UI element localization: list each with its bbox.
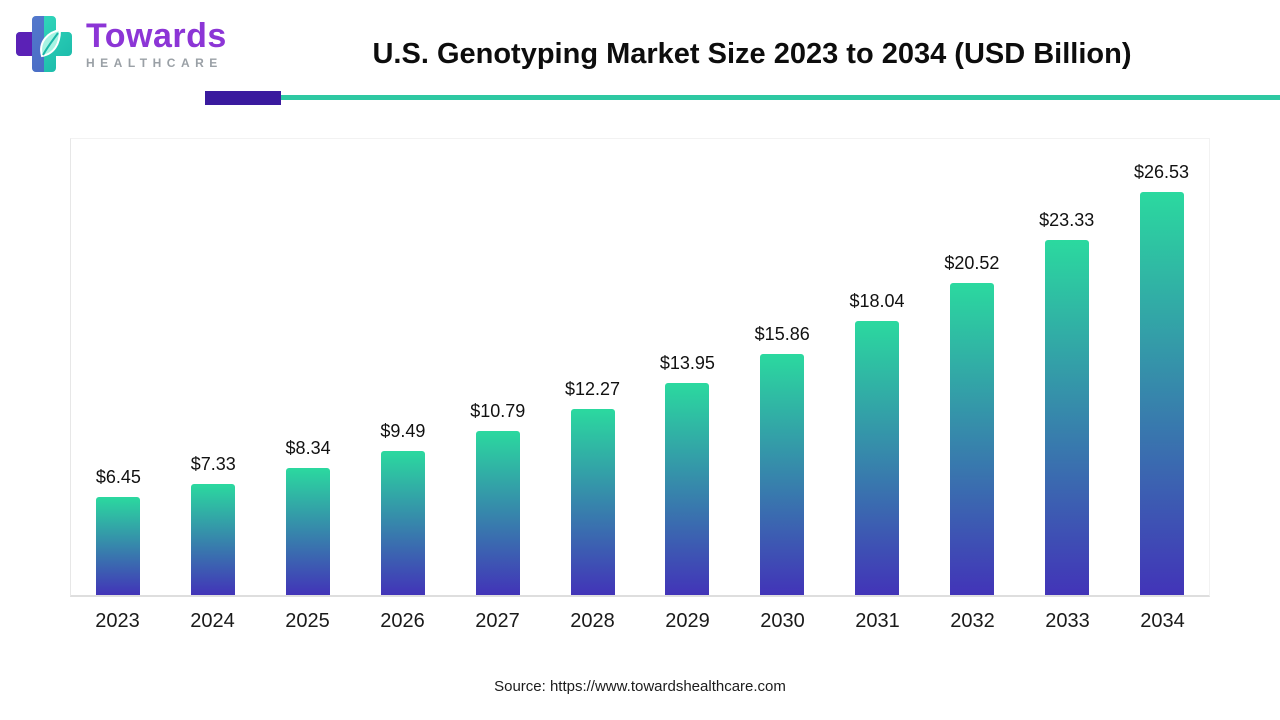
bar	[475, 430, 520, 595]
bar	[286, 468, 331, 595]
x-tick-label: 2026	[380, 610, 425, 632]
x-tick-label: 2029	[665, 610, 710, 632]
x-tick-label: 2023	[95, 610, 140, 632]
x-tick-label: 2025	[285, 610, 330, 632]
bar-column: $10.79	[450, 139, 545, 595]
bar-column: $23.33	[1019, 139, 1114, 595]
bar-columns: $6.45 $7.33 $8.34 $9.49 $10.79 $12.27 $13.95 $1…	[71, 139, 1209, 595]
bar-value-label: $18.04	[849, 290, 905, 311]
bar-value-label: $13.95	[659, 352, 715, 373]
bar	[665, 382, 710, 595]
divider-teal-line	[281, 95, 1280, 100]
bar-column: $18.04	[830, 139, 925, 595]
bar-value-label: $8.34	[285, 438, 331, 459]
source-text: Source: https://www.towardshealthcare.co…	[494, 678, 786, 695]
bar	[855, 320, 900, 595]
x-tick-label: 2032	[950, 610, 995, 632]
bar-value-label: $23.33	[1039, 210, 1095, 231]
bar-column: $8.34	[261, 139, 356, 595]
x-tick-label: 2027	[475, 610, 520, 632]
bar-column: $7.33	[166, 139, 261, 595]
bar-value-label: $12.27	[565, 378, 621, 399]
bar	[1139, 191, 1184, 595]
bar-value-label: $7.33	[190, 453, 236, 474]
divider-purple-block	[205, 91, 281, 105]
bar-column: $15.86	[735, 139, 830, 595]
logo-name: Towards	[86, 17, 227, 55]
bar-column: $26.53	[1114, 139, 1209, 595]
bar-column: $13.95	[640, 139, 735, 595]
x-tick-label: 2034	[1140, 610, 1185, 632]
bar-column: $9.49	[355, 139, 450, 595]
bar-value-label: $9.49	[380, 420, 426, 441]
page-title: U.S. Genotyping Market Size 2023 to 2034…	[372, 38, 1132, 70]
bar	[760, 353, 805, 595]
bar-value-label: $6.45	[95, 466, 141, 487]
bar	[191, 483, 236, 595]
bar-column: $20.52	[924, 139, 1019, 595]
logo-tagline: HEALTHCARE	[86, 56, 223, 70]
x-tick-label: 2028	[570, 610, 615, 632]
bar	[949, 283, 994, 595]
x-axis-tick-labels: 2023 2024 2025 2026 2027 2028 2029 2030 2031 2032…	[70, 610, 1210, 633]
bar-value-label: $10.79	[470, 400, 526, 421]
bar	[1044, 240, 1089, 595]
towards-healthcare-logo: Towards HEALTHCARE	[12, 12, 227, 76]
x-tick-label: 2033	[1045, 610, 1090, 632]
bar-column: $12.27	[545, 139, 640, 595]
bar	[380, 450, 425, 595]
bar-value-label: $20.52	[944, 253, 1000, 274]
logo-text: Towards HEALTHCARE	[86, 18, 227, 70]
bar-column: $6.45	[71, 139, 166, 595]
x-tick-label: 2030	[760, 610, 805, 632]
x-tick-label: 2024	[190, 610, 235, 632]
bar-value-label: $15.86	[754, 323, 810, 344]
bar-value-label: $26.53	[1133, 161, 1190, 182]
plot-area: $6.45 $7.33 $8.34 $9.49 $10.79 $12.27 $13.95 $1…	[70, 138, 1210, 597]
bar	[96, 496, 141, 595]
x-tick-label: 2031	[855, 610, 900, 632]
bar	[570, 408, 615, 595]
towards-healthcare-logo-icon	[16, 16, 72, 72]
